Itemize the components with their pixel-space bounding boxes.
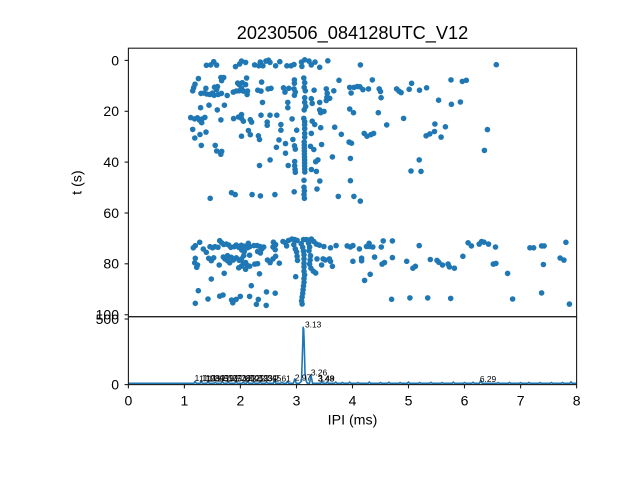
- svg-text:2.61: 2.61: [275, 373, 292, 383]
- svg-text:80: 80: [103, 256, 119, 272]
- svg-text:0: 0: [125, 393, 133, 409]
- svg-text:4: 4: [349, 393, 357, 409]
- svg-text:1: 1: [181, 393, 189, 409]
- svg-text:IPI (ms): IPI (ms): [328, 413, 378, 429]
- svg-text:2.23: 2.23: [256, 373, 273, 383]
- svg-text:2.35: 2.35: [261, 374, 278, 384]
- svg-text:8: 8: [573, 393, 581, 409]
- svg-text:1.85: 1.85: [239, 373, 256, 383]
- svg-text:1.73: 1.73: [230, 373, 247, 383]
- svg-text:60: 60: [103, 205, 119, 221]
- svg-text:6.29: 6.29: [480, 374, 497, 384]
- svg-text:t (s): t (s): [70, 170, 86, 194]
- svg-text:3.26: 3.26: [311, 367, 328, 377]
- svg-text:3: 3: [293, 393, 301, 409]
- svg-text:500: 500: [96, 311, 120, 327]
- svg-text:3.48: 3.48: [318, 373, 335, 383]
- svg-text:0: 0: [111, 377, 119, 393]
- svg-text:1.35: 1.35: [208, 374, 225, 384]
- svg-text:6: 6: [461, 393, 469, 409]
- svg-text:2.97: 2.97: [295, 373, 312, 383]
- svg-text:1.45: 1.45: [212, 373, 229, 383]
- svg-text:0: 0: [111, 52, 119, 68]
- svg-text:100: 100: [96, 307, 120, 323]
- svg-text:1.28: 1.28: [203, 373, 220, 383]
- svg-text:7: 7: [517, 393, 525, 409]
- svg-text:2.13: 2.13: [252, 374, 269, 384]
- svg-text:2.05: 2.05: [247, 373, 264, 383]
- svg-text:2: 2: [237, 393, 245, 409]
- svg-text:3.49: 3.49: [318, 374, 335, 384]
- svg-text:1.92: 1.92: [243, 374, 260, 384]
- svg-text:2.45: 2.45: [265, 373, 282, 383]
- svg-text:3.13: 3.13: [305, 319, 322, 329]
- svg-text:5: 5: [405, 393, 413, 409]
- svg-text:1.19: 1.19: [199, 374, 216, 384]
- svg-text:1.11: 1.11: [195, 373, 211, 383]
- svg-text:1.65: 1.65: [225, 374, 242, 384]
- svg-text:40: 40: [103, 154, 119, 170]
- svg-text:1.78: 1.78: [234, 374, 251, 384]
- svg-text:1.57: 1.57: [221, 373, 238, 383]
- svg-text:20: 20: [103, 103, 119, 119]
- svg-text:1.51: 1.51: [217, 374, 234, 384]
- svg-text:20230506_084128UTC_V12: 20230506_084128UTC_V12: [237, 23, 469, 44]
